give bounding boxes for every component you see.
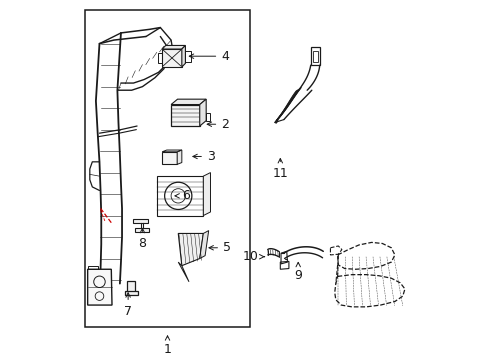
Bar (85, 10, 249, 327)
Polygon shape (133, 219, 147, 223)
Polygon shape (162, 49, 182, 67)
Polygon shape (203, 172, 210, 216)
Polygon shape (171, 99, 206, 104)
Text: 8: 8 (138, 228, 146, 250)
Text: 6: 6 (175, 189, 189, 202)
Polygon shape (171, 104, 199, 126)
Polygon shape (162, 152, 177, 164)
Polygon shape (87, 269, 112, 305)
Text: 2: 2 (207, 118, 229, 131)
Polygon shape (178, 233, 203, 266)
Polygon shape (182, 45, 185, 67)
Text: 10: 10 (243, 250, 264, 263)
Polygon shape (125, 291, 138, 295)
Text: 3: 3 (192, 150, 214, 163)
Text: 9: 9 (294, 262, 302, 282)
Polygon shape (162, 150, 182, 152)
Text: 7: 7 (124, 293, 132, 318)
Text: 11: 11 (272, 158, 287, 180)
Text: 4: 4 (189, 50, 229, 63)
Polygon shape (199, 231, 208, 258)
Polygon shape (178, 262, 188, 282)
Polygon shape (199, 99, 206, 126)
Polygon shape (162, 45, 185, 49)
Text: 1: 1 (163, 336, 171, 356)
Text: 5: 5 (208, 241, 230, 254)
Polygon shape (135, 228, 148, 231)
Polygon shape (177, 150, 182, 164)
Polygon shape (127, 281, 135, 293)
